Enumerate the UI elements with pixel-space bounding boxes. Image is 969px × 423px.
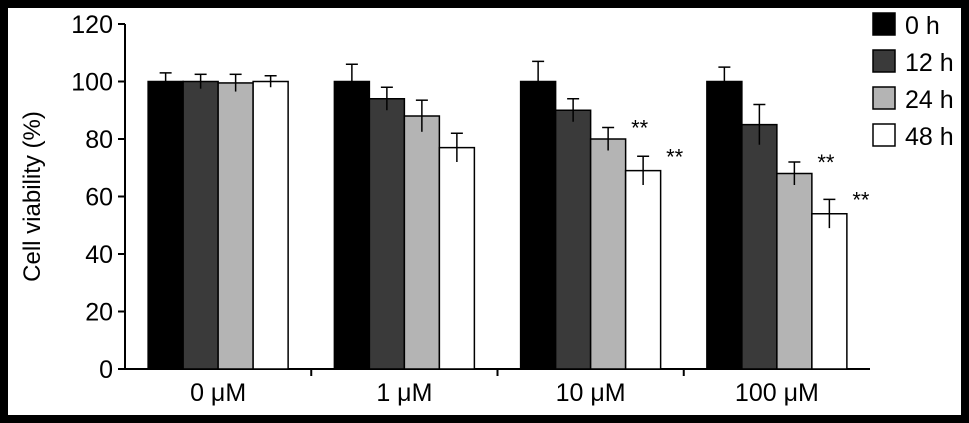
bar <box>811 213 848 370</box>
y-axis-title: Cell viability (%) <box>19 111 46 282</box>
bar <box>217 82 254 370</box>
bar <box>589 138 627 370</box>
legend-swatch <box>872 86 896 110</box>
y-tick-label: 60 <box>85 184 113 212</box>
y-tick-label: 80 <box>85 126 113 154</box>
significance-label: ** <box>631 116 649 141</box>
bar <box>182 80 219 370</box>
legend-swatch <box>872 49 896 73</box>
x-tick-label: 10 μM <box>556 379 626 407</box>
significance-label: ** <box>817 150 835 175</box>
y-tick-label: 20 <box>85 299 113 327</box>
bar <box>403 115 441 370</box>
x-tick-label: 0 μM <box>190 379 246 407</box>
bar <box>776 172 813 370</box>
bar <box>333 80 371 370</box>
significance-label: ** <box>666 144 684 169</box>
legend-swatch <box>872 12 896 36</box>
y-tick-label: 100 <box>71 69 113 97</box>
significance-label: ** <box>852 187 870 212</box>
bar <box>368 98 406 370</box>
y-tick-label: 0 <box>99 356 113 384</box>
legend-label: 0 h <box>905 12 940 40</box>
x-tick-label: 1 μM <box>376 379 432 407</box>
bar <box>554 109 592 370</box>
y-tick-label: 120 <box>71 11 113 39</box>
bar <box>147 80 184 370</box>
bar <box>624 169 662 370</box>
legend-label: 24 h <box>905 86 954 114</box>
y-tick-label: 40 <box>85 241 113 269</box>
bar <box>741 123 778 370</box>
bar <box>706 80 743 370</box>
x-tick-label: 100 μM <box>735 379 819 407</box>
bar <box>438 146 476 370</box>
legend-label: 48 h <box>905 123 954 151</box>
bar <box>252 80 289 370</box>
bar <box>519 80 557 370</box>
legend-swatch <box>872 123 896 147</box>
legend-label: 12 h <box>905 49 954 77</box>
